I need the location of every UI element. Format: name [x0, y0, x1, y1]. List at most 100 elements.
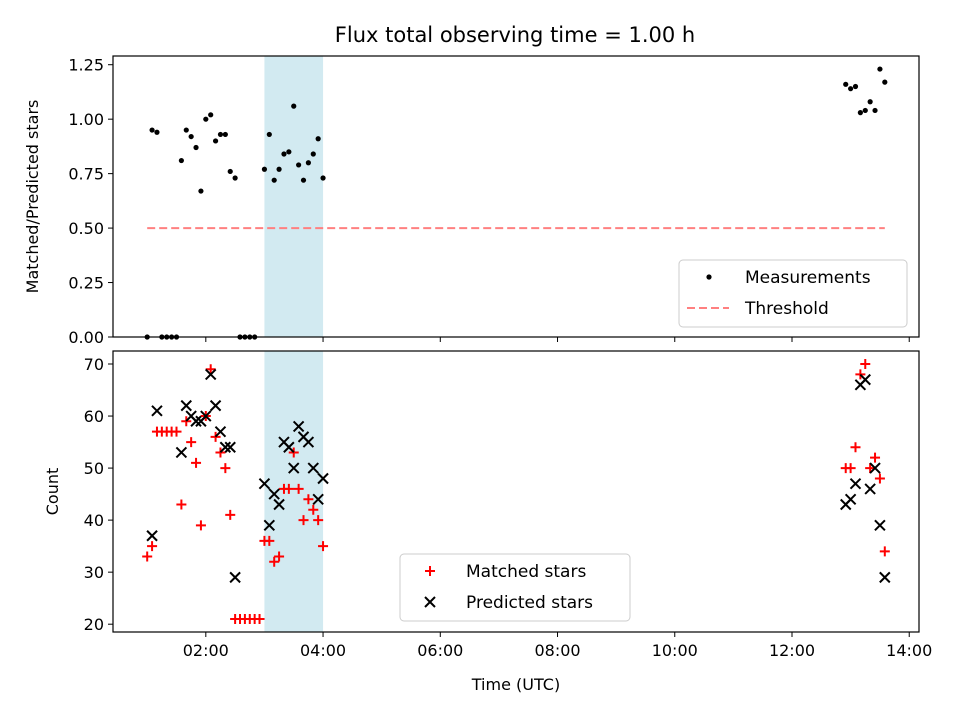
measurement-point: [848, 86, 854, 92]
predicted-star-point: [175, 446, 188, 459]
predicted-star-point: [288, 462, 300, 474]
predicted-star-point: [849, 477, 862, 490]
measurement-point: [149, 127, 155, 133]
x-tick-label: 10:00: [652, 641, 698, 660]
x-tick-label: 08:00: [534, 641, 580, 660]
matched-star-point: [269, 556, 280, 567]
measurement-point: [154, 129, 160, 135]
y-tick-label: 0.00: [68, 328, 104, 347]
predicted-star-point: [146, 530, 158, 542]
predicted-star-point: [151, 405, 163, 417]
measurement-point: [310, 151, 316, 157]
predicted-star-point: [844, 493, 857, 506]
y-tick-label: 1.25: [68, 56, 104, 75]
measurement-point: [281, 151, 287, 157]
measurement-point: [877, 66, 883, 72]
y-tick-label: 0.50: [68, 219, 104, 238]
measurement-point: [882, 79, 888, 85]
matched-star-point: [191, 457, 202, 468]
axes-frame: [112, 55, 920, 338]
predicted-star-point: [229, 571, 241, 584]
x-axis-label: Time (UTC): [471, 675, 560, 694]
x-tick-label: 12:00: [769, 641, 815, 660]
predicted-star-point: [258, 477, 271, 490]
predicted-star-point: [302, 436, 315, 448]
measurement-point: [867, 99, 873, 105]
matched-star-point: [293, 483, 304, 494]
measurement-point: [857, 110, 863, 116]
predicted-star-point: [283, 441, 295, 453]
legend-marker-plus: [425, 566, 435, 576]
matched-star-point: [303, 494, 314, 505]
predicted-star-point: [879, 571, 891, 584]
x-tick-label: 04:00: [300, 641, 346, 660]
legend-box: [399, 553, 631, 622]
legend-label: Threshold: [744, 299, 829, 319]
x-tick-label: 06:00: [417, 641, 463, 660]
matched-star-point: [298, 515, 309, 526]
measurement-point: [227, 168, 233, 175]
legend-label: Measurements: [745, 268, 871, 288]
predicted-star-point: [273, 498, 285, 511]
y-axis-label: Matched/Predicted stars: [23, 100, 42, 294]
predicted-star-point: [219, 441, 232, 453]
matched-star-point: [288, 447, 299, 458]
matched-star-point: [205, 364, 216, 375]
predicted-star-point: [209, 399, 222, 412]
y-tick-label: 50: [84, 459, 104, 478]
matched-star-point: [879, 546, 890, 557]
predicted-star-point: [224, 441, 236, 453]
matched-star-point: [254, 613, 265, 624]
matched-star-point: [283, 483, 294, 494]
x-tick-label: 02:00: [183, 641, 229, 660]
measurement-point: [862, 107, 868, 114]
matched-star-point: [874, 473, 885, 484]
y-tick-label: 1.00: [68, 110, 104, 129]
measurement-point: [872, 107, 878, 114]
measurement-point: [266, 131, 272, 138]
matched-star-point: [845, 463, 856, 474]
y-tick-label: 0.25: [68, 274, 104, 293]
measurement-point: [193, 144, 199, 151]
predicted-star-point: [317, 472, 329, 485]
matched-star-point: [142, 551, 153, 562]
y-tick-label: 0.75: [68, 165, 104, 184]
matched-star-point: [850, 442, 861, 453]
chart-title: Flux total observing time = 1.00 h: [335, 23, 695, 47]
matched-star-point: [274, 551, 285, 562]
legend-label: Predicted stars: [466, 593, 593, 613]
matched-star-point: [147, 541, 158, 552]
measurement-point: [198, 188, 204, 194]
measurement-point: [271, 177, 277, 183]
matched-star-point: [181, 416, 192, 427]
measurement-point: [852, 83, 859, 90]
matched-star-point: [186, 437, 197, 448]
measurement-point: [315, 136, 321, 142]
matched-star-point: [318, 541, 329, 552]
measurement-point: [188, 133, 194, 140]
matched-star-point: [176, 499, 187, 510]
measurement-point: [212, 138, 219, 144]
predicted-star-point: [859, 373, 871, 386]
matched-star-point: [220, 463, 231, 474]
matched-star-point: [215, 447, 226, 458]
predicted-star-point: [268, 488, 280, 500]
y-tick-label: 70: [84, 355, 104, 374]
predicted-star-point: [312, 493, 324, 506]
measurement-point: [232, 175, 238, 181]
legend: Measurements Threshold: [678, 259, 908, 328]
matched-star-point: [308, 504, 319, 515]
matched-star-point: [870, 452, 881, 463]
matched-star-point: [860, 359, 871, 370]
legend: Matched stars Predicted stars: [399, 553, 631, 622]
measurement-point: [222, 131, 228, 138]
matched-star-point: [171, 426, 182, 437]
predicted-star-point: [307, 462, 319, 474]
measurement-point: [208, 112, 214, 118]
matched-star-point: [210, 431, 221, 442]
predicted-star-point: [200, 410, 212, 422]
highlight-span: [264, 351, 324, 632]
matched-star-point: [855, 369, 866, 380]
matched-star-point: [313, 515, 324, 526]
